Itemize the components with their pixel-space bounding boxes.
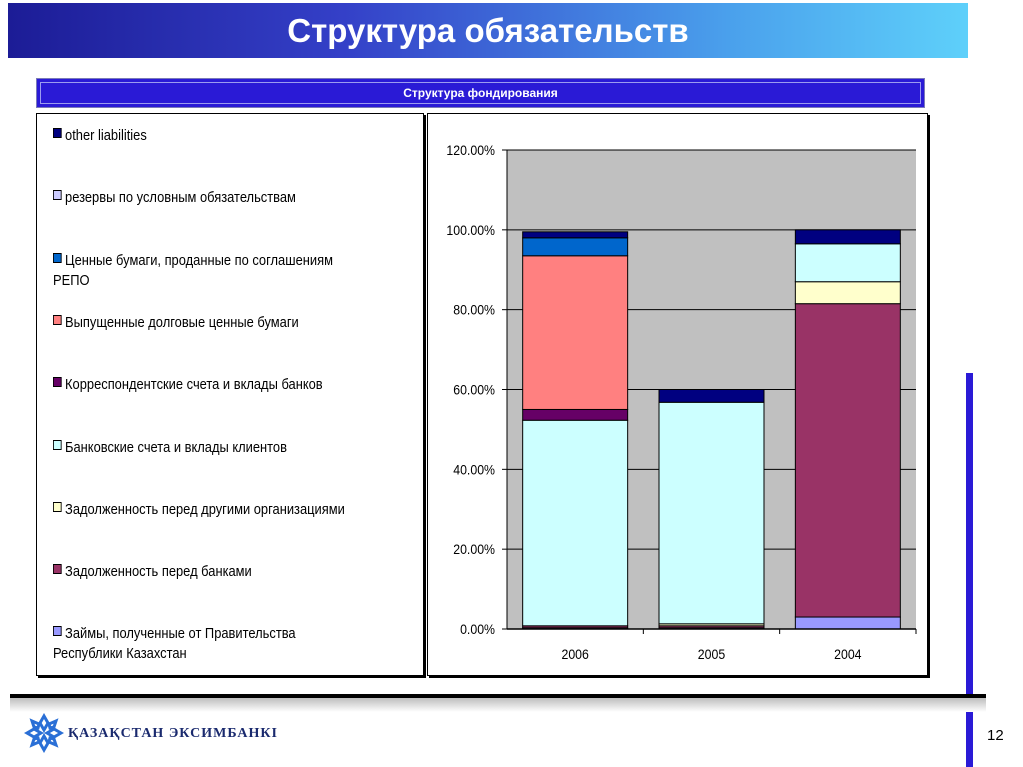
legend-label: резервы по условным обязательствам bbox=[65, 189, 296, 207]
bar-segment bbox=[794, 243, 901, 283]
legend-item: Займы, полученные от Правительства Респу… bbox=[53, 624, 363, 664]
y-tick-label: 40.00% bbox=[453, 462, 495, 478]
legend-label: Задолженность перед банками bbox=[65, 563, 252, 581]
bar-segment bbox=[522, 255, 629, 410]
bar-segment bbox=[658, 401, 765, 625]
y-tick-label: 60.00% bbox=[453, 382, 495, 398]
footer-shadow bbox=[10, 698, 986, 712]
legend-label: other liabilities bbox=[65, 127, 147, 144]
y-tick-label: 120.00% bbox=[446, 142, 495, 158]
legend-item: Корреспондентские счета и вклады банков bbox=[53, 375, 363, 395]
bar-segment bbox=[658, 389, 765, 403]
legend-swatch bbox=[53, 626, 62, 637]
chart-legend: other liabilities резервы по условным обя… bbox=[36, 113, 424, 676]
chart-panel: 0.00% 20.00% 40.00% 60.00% 80.00% 100.00% 120.… bbox=[427, 113, 928, 676]
bar-segment bbox=[522, 237, 629, 257]
bar-segment bbox=[794, 229, 901, 245]
chart-subtitle: Структура фондирования bbox=[403, 86, 558, 100]
subtitle-inner-border bbox=[40, 82, 921, 104]
legend-swatch bbox=[53, 501, 62, 512]
decorative-vertical-line bbox=[966, 373, 973, 767]
legend-swatch bbox=[53, 314, 62, 325]
legend-item: other liabilities bbox=[53, 126, 363, 146]
bar-segment bbox=[794, 303, 901, 618]
legend-item: Задолженность перед банками bbox=[53, 562, 363, 582]
legend-item: Банковские счета и вклады клиентов bbox=[53, 438, 363, 458]
legend-label: Корреспондентские счета и вклады банков bbox=[65, 376, 323, 394]
legend-swatch bbox=[53, 190, 62, 201]
y-tick-label: 20.00% bbox=[453, 541, 495, 557]
logo-text: ҚАЗАҚСТАН ЭКСИМБАНКІ bbox=[68, 726, 278, 741]
page-title: Структура обязательств bbox=[287, 12, 689, 49]
legend-label: Выпущенные долговые ценные бумаги bbox=[65, 313, 299, 331]
bar-segment bbox=[522, 419, 629, 627]
bar-segment bbox=[794, 616, 901, 630]
bar-segment bbox=[522, 231, 629, 239]
page-number: 12 bbox=[987, 727, 1004, 744]
legend-swatch bbox=[53, 377, 62, 388]
legend-item: резервы по условным обязательствам bbox=[53, 188, 363, 208]
legend-item: Задолженность перед другими организациям… bbox=[53, 500, 363, 520]
x-tick-label: 2006 bbox=[561, 646, 588, 662]
subtitle-bar: Структура фондирования bbox=[36, 78, 925, 108]
y-tick-label: 100.00% bbox=[446, 222, 495, 238]
y-tick-label: 80.00% bbox=[453, 302, 495, 318]
x-tick-label: 2005 bbox=[698, 646, 725, 662]
bar-segment bbox=[794, 281, 901, 305]
legend-label: Ценные бумаги, проданные по соглашениям … bbox=[53, 251, 333, 289]
legend-swatch bbox=[53, 564, 62, 575]
legend-label: Банковские счета и вклады клиентов bbox=[65, 438, 287, 456]
footer-divider bbox=[10, 694, 986, 698]
legend-swatch bbox=[53, 252, 62, 263]
x-tick-label: 2004 bbox=[834, 646, 861, 662]
legend-item: Ценные бумаги, проданные по соглашениям … bbox=[53, 251, 363, 291]
legend-swatch bbox=[53, 128, 62, 138]
legend-label: Задолженность перед другими организациям… bbox=[65, 500, 345, 518]
bar-segment bbox=[522, 408, 629, 421]
legend-swatch bbox=[53, 439, 62, 450]
eximbank-logo-icon bbox=[24, 713, 64, 753]
title-bar: Структура обязательств bbox=[8, 3, 968, 58]
legend-label: Займы, полученные от Правительства Респу… bbox=[53, 625, 296, 663]
y-tick-label: 0.00% bbox=[460, 621, 495, 637]
stacked-bar-chart: 0.00% 20.00% 40.00% 60.00% 80.00% 100.00% 120.… bbox=[446, 142, 917, 662]
legend-item: Выпущенные долговые ценные бумаги bbox=[53, 313, 363, 333]
